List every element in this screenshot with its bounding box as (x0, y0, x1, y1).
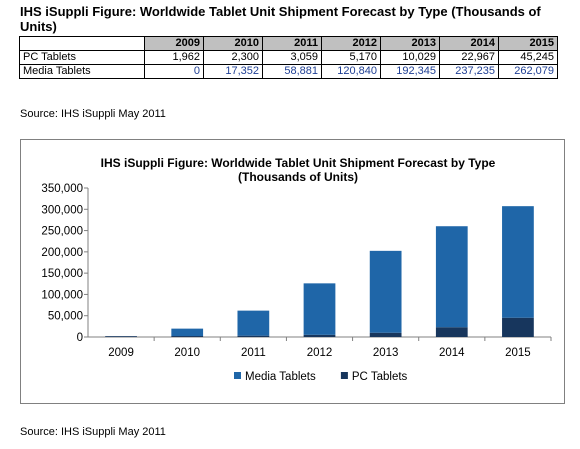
bar-pc-tablets (237, 335, 270, 337)
y-tick-label: 150,000 (41, 268, 83, 280)
bar-pc-tablets (105, 336, 137, 337)
y-tick-label: 200,000 (41, 247, 83, 259)
table-title: IHS iSuppli Figure: Worldwide Tablet Uni… (20, 4, 541, 34)
table-cell: 237,235 (439, 64, 499, 79)
stacked-bar-chart: IHS iSuppli Figure: Worldwide Tablet Uni… (41, 156, 552, 383)
bar-pc-tablets (435, 327, 468, 337)
table-cell: 10,029 (380, 50, 440, 65)
table-cell: 17,352 (203, 64, 263, 79)
y-tick-label: 300,000 (41, 204, 83, 216)
table-header-2010: 2010 (203, 36, 263, 51)
chart-frame: IHS iSuppli Figure: Worldwide Tablet Uni… (20, 139, 565, 404)
bar-media-tablets (502, 206, 534, 318)
bar-media-tablets (369, 250, 402, 333)
x-tick-label: 2013 (373, 347, 399, 359)
y-tick-label: 350,000 (41, 183, 83, 195)
y-tick-label: 250,000 (41, 226, 83, 238)
x-tick-label: 2014 (439, 347, 465, 359)
table-header-2014: 2014 (439, 36, 499, 51)
table-cell: 45,245 (498, 50, 558, 65)
table-cell: 3,059 (262, 50, 322, 65)
legend-label: Media Tablets (245, 371, 316, 383)
chart-title-line: (Thousands of Units) (238, 170, 358, 184)
x-tick-label: 2009 (108, 347, 134, 359)
table-cell: 0 (144, 64, 204, 79)
table-header-2013: 2013 (380, 36, 440, 51)
legend-swatch (340, 372, 348, 379)
bar-media-tablets (435, 226, 468, 328)
row-label: Media Tablets (19, 64, 145, 79)
shipment-table: 2009 2010 2011 2012 2013 2014 2015 PC Ta… (19, 36, 558, 79)
bar-media-tablets (303, 283, 336, 335)
table-cell: 262,079 (498, 64, 558, 79)
source-note-bottom: Source: IHS iSuppli May 2011 (20, 426, 166, 438)
table-cell: 22,967 (439, 50, 499, 65)
x-tick-label: 2011 (241, 347, 266, 359)
table-header-2011: 2011 (262, 36, 322, 51)
bar-pc-tablets (369, 332, 402, 337)
y-tick-label: 50,000 (48, 311, 83, 323)
bar-pc-tablets (303, 334, 336, 337)
chart-title-line: IHS iSuppli Figure: Worldwide Tablet Uni… (101, 156, 496, 170)
table-corner-cell (19, 36, 145, 51)
table-header-2012: 2012 (321, 36, 381, 51)
table-header-2009: 2009 (144, 36, 204, 51)
bar-media-tablets (171, 328, 204, 337)
table-cell: 1,962 (144, 50, 204, 65)
table-row-pc-tablets: PC Tablets 1,962 2,300 3,059 5,170 10,02… (19, 50, 558, 65)
legend-swatch (234, 372, 241, 379)
bar-media-tablets (237, 310, 270, 336)
bar-pc-tablets (171, 336, 204, 337)
table-cell: 192,345 (380, 64, 440, 79)
table-header-2015: 2015 (498, 36, 558, 51)
x-tick-label: 2012 (307, 347, 333, 359)
table-cell: 58,881 (262, 64, 322, 79)
table-cell: 5,170 (321, 50, 381, 65)
source-note-top: Source: IHS iSuppli May 2011 (20, 108, 166, 120)
legend-label: PC Tablets (352, 371, 408, 383)
table-cell: 2,300 (203, 50, 263, 65)
x-tick-label: 2010 (174, 347, 200, 359)
y-tick-label: 100,000 (41, 289, 83, 301)
row-label: PC Tablets (19, 50, 145, 65)
bar-pc-tablets (502, 317, 534, 337)
x-tick-label: 2015 (505, 347, 531, 359)
table-row-media-tablets: Media Tablets 0 17,352 58,881 120,840 19… (19, 64, 558, 79)
y-tick-label: 0 (77, 332, 83, 344)
table-cell: 120,840 (321, 64, 381, 79)
table-header-row: 2009 2010 2011 2012 2013 2014 2015 (19, 36, 558, 51)
